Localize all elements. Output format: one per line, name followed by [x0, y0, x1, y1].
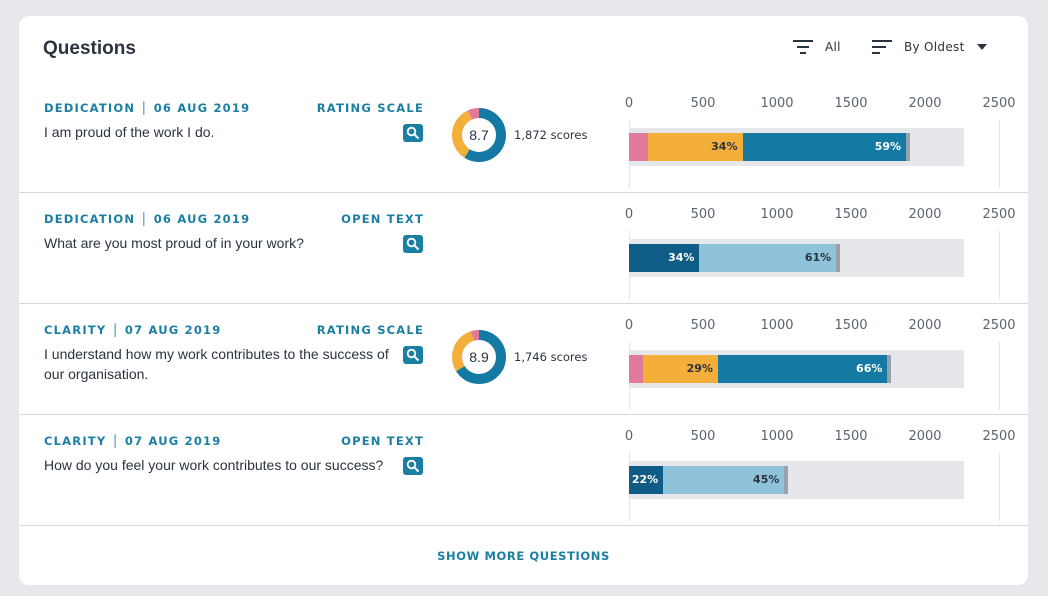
donut-slice-passive — [452, 330, 506, 384]
question-theme-date: DEDICATION │ 06 AUG 2019 — [44, 212, 251, 226]
donut-slice-passive — [452, 108, 506, 162]
question-row: DEDICATION │ 06 AUG 2019 RATING SCALE I am… — [19, 82, 1028, 193]
scores-count: 1,872 scores — [514, 128, 588, 142]
axis-gridline — [999, 231, 1000, 299]
axis-tick-label: 2000 — [908, 96, 942, 111]
bar-segment — [629, 355, 644, 383]
show-more-questions-button[interactable]: SHOW MORE QUESTIONS — [437, 549, 610, 563]
response-bar-chart: 0 500 1000 1500 2000 2500 34% 61% — [609, 207, 1019, 317]
bar-segment — [643, 355, 718, 383]
filter-button[interactable]: All — [793, 40, 841, 54]
bar-segment-label: 61% — [804, 251, 832, 264]
axis-tick-label: 2500 — [982, 429, 1016, 444]
question-text: I am proud of the work I do. — [44, 124, 215, 140]
axis-gridline — [999, 120, 1000, 188]
score-donut — [452, 108, 506, 162]
axis-tick-label: 1500 — [834, 429, 868, 444]
axis-tick-label: 2500 — [982, 207, 1016, 222]
view-responses-button[interactable] — [403, 124, 423, 142]
question-row: CLARITY │ 07 AUG 2019 RATING SCALE I under… — [19, 304, 1028, 415]
average-score: 8.7 — [469, 127, 489, 143]
bar-end-cap — [784, 466, 789, 494]
axis-tick-label: 500 — [690, 96, 716, 111]
axis-tick-label: 1000 — [760, 429, 794, 444]
bar-end-cap — [836, 244, 841, 272]
filter-icon — [793, 40, 813, 54]
axis-tick-label: 0 — [624, 429, 634, 444]
response-bar-chart: 0 500 1000 1500 2000 2500 34% 59% — [609, 96, 1019, 206]
view-responses-button[interactable] — [403, 457, 423, 475]
filter-label: All — [825, 40, 841, 54]
question-type: OPEN TEXT — [341, 434, 424, 448]
search-icon — [406, 459, 420, 473]
axis-tick-label: 500 — [690, 207, 716, 222]
view-responses-button[interactable] — [403, 346, 423, 364]
question-type: RATING SCALE — [316, 323, 424, 337]
sort-icon — [872, 40, 892, 54]
bar-segment — [629, 244, 700, 272]
axis-tick-label: 2500 — [982, 318, 1016, 333]
view-responses-button[interactable] — [403, 235, 423, 253]
bar-segment-label: 59% — [874, 140, 902, 153]
questions-card: Questions All By Oldest DEDICATION │ 06 … — [19, 16, 1028, 585]
response-bar-chart: 0 500 1000 1500 2000 2500 29% 66% — [609, 318, 1019, 428]
axis-tick-label: 0 — [624, 96, 634, 111]
donut-slice-detractor — [452, 108, 506, 162]
axis-tick-label: 0 — [624, 318, 634, 333]
search-icon — [406, 348, 420, 362]
bar-segment-label: 29% — [686, 362, 713, 375]
scores-count: 1,746 scores — [514, 350, 588, 364]
chevron-down-icon — [976, 44, 987, 50]
response-bar-chart: 0 500 1000 1500 2000 2500 22% 45% — [609, 429, 1019, 539]
bar-end-cap — [906, 133, 911, 161]
axis-gridline — [999, 342, 1000, 410]
average-score: 8.9 — [469, 349, 489, 365]
axis-tick-label: 0 — [624, 207, 634, 222]
bar-end-cap — [887, 355, 892, 383]
bar-segment — [629, 466, 664, 494]
sort-label: By Oldest — [904, 40, 965, 54]
search-icon — [406, 126, 420, 140]
bar-segment — [699, 244, 837, 272]
bar-segment-label: 34% — [668, 251, 695, 264]
axis-tick-label: 500 — [690, 429, 716, 444]
axis-tick-label: 500 — [690, 318, 716, 333]
question-text: I understand how my work contributes to … — [44, 346, 389, 382]
question-type: OPEN TEXT — [341, 212, 424, 226]
axis-tick-label: 1500 — [834, 207, 868, 222]
donut-slice-detractor — [452, 330, 506, 384]
question-row: CLARITY │ 07 AUG 2019 OPEN TEXT How do you… — [19, 415, 1028, 526]
axis-tick-label: 1000 — [760, 318, 794, 333]
bar-segment — [629, 133, 649, 161]
question-theme-date: CLARITY │ 07 AUG 2019 — [44, 323, 222, 337]
axis-tick-label: 1000 — [760, 207, 794, 222]
bar-segment — [717, 355, 888, 383]
axis-tick-label: 2000 — [908, 207, 942, 222]
axis-tick-label: 1500 — [834, 96, 868, 111]
search-icon — [406, 237, 420, 251]
bar-segment — [663, 466, 785, 494]
bar-segment — [648, 133, 743, 161]
question-text: How do you feel your work contributes to… — [44, 457, 384, 473]
question-type: RATING SCALE — [316, 101, 424, 115]
bar-segment-label: 22% — [631, 473, 659, 486]
question-theme-date: CLARITY │ 07 AUG 2019 — [44, 434, 222, 448]
question-theme-date: DEDICATION │ 06 AUG 2019 — [44, 101, 251, 115]
axis-tick-label: 2000 — [908, 318, 942, 333]
page-title: Questions — [43, 38, 136, 59]
bar-segment-label: 34% — [711, 140, 738, 153]
question-row: DEDICATION │ 06 AUG 2019 OPEN TEXT What ar… — [19, 193, 1028, 304]
axis-tick-label: 1000 — [760, 96, 794, 111]
axis-tick-label: 1500 — [834, 318, 868, 333]
axis-gridline — [999, 453, 1000, 521]
bar-segment — [742, 133, 907, 161]
score-donut — [452, 330, 506, 384]
bar-segment-label: 45% — [753, 473, 780, 486]
bar-segment-label: 66% — [856, 362, 883, 375]
sort-dropdown[interactable]: By Oldest — [872, 40, 987, 54]
axis-tick-label: 2500 — [982, 96, 1016, 111]
axis-tick-label: 2000 — [908, 429, 942, 444]
question-text: What are you most proud of in your work? — [44, 235, 304, 251]
